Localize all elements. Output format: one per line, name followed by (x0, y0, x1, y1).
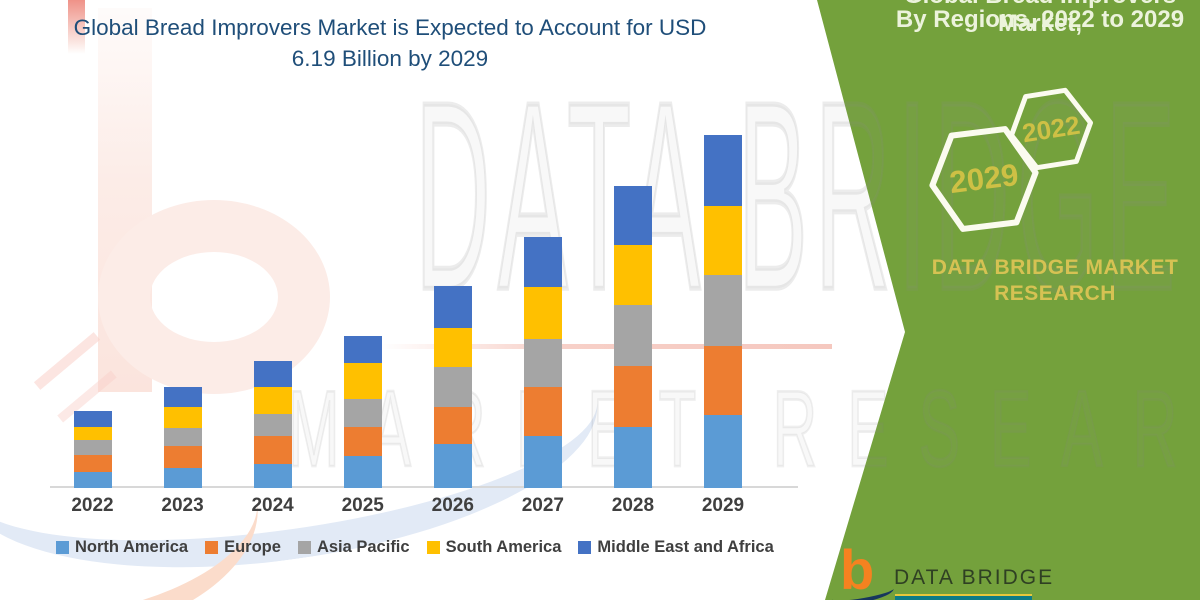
bar-2029 (703, 135, 742, 488)
bar-segment-europe (163, 445, 202, 469)
bar-segment-asia-pacific (73, 439, 112, 455)
bar-2027 (523, 237, 562, 488)
bar-segment-asia-pacific (253, 413, 292, 436)
bar-segment-south-america (433, 327, 472, 367)
chart-legend: North America Europe Asia Pacific South Ame… (56, 538, 796, 557)
green-side-panel (817, 0, 1200, 600)
legend-label: South America (445, 538, 562, 556)
bar-segment-south-america (163, 406, 202, 428)
bar-segment-south-america (253, 387, 292, 414)
bar-segment-europe (73, 454, 112, 472)
legend-label: Asia Pacific (316, 538, 410, 556)
bar-segment-south-america (703, 206, 742, 276)
bar-segment-north-america (703, 415, 742, 488)
legend-swatch (297, 541, 311, 554)
bar-segment-south-america (73, 426, 112, 440)
bar-segment-north-america (163, 468, 202, 488)
legend-swatch (56, 541, 69, 554)
chart-title: Global Bread Improvers Market is Expecte… (30, 12, 750, 74)
x-axis-label-2022: 2022 (71, 495, 114, 516)
bar-segment-middle-east-and-africa (343, 335, 382, 364)
bar-2022 (73, 410, 112, 488)
x-axis-label-2028: 2028 (611, 495, 655, 516)
legend-item-europe: Europe (205, 538, 281, 557)
watermark-salmon-line (380, 344, 832, 349)
bar-segment-north-america (433, 443, 472, 488)
bar-segment-asia-pacific (163, 427, 202, 446)
legend-item-south-america: South America (426, 538, 562, 557)
x-axis-label-2026: 2026 (431, 495, 474, 516)
bar-2025 (343, 335, 382, 488)
x-axis-label-2025: 2025 (341, 495, 384, 516)
bar-segment-north-america (523, 435, 562, 488)
legend-label: North America (75, 538, 189, 556)
x-axis-line (50, 486, 798, 488)
bar-segment-south-america (613, 245, 652, 306)
x-axis-label-2027: 2027 (521, 495, 564, 516)
chart-title-line1: Global Bread Improvers Market is Expecte… (73, 15, 707, 40)
x-axis-label-2024: 2024 (251, 495, 294, 516)
bar-segment-europe (613, 366, 652, 427)
legend-swatch (578, 541, 592, 554)
bar-segment-north-america (253, 463, 292, 488)
chart-title-line2: 6.19 Billion by 2029 (291, 46, 489, 71)
bar-segment-middle-east-and-africa (523, 237, 562, 288)
bar-segment-europe (433, 406, 472, 444)
bar-segment-south-america (523, 287, 562, 339)
x-axis-label-2029: 2029 (701, 495, 745, 516)
bar-segment-asia-pacific (343, 399, 382, 428)
bar-segment-europe (343, 427, 382, 457)
bar-2023 (163, 386, 202, 488)
legend-label: Europe (224, 538, 281, 556)
legend-swatch (205, 541, 219, 554)
bar-segment-asia-pacific (613, 305, 652, 367)
bar-2026 (433, 285, 472, 488)
bar-segment-middle-east-and-africa (163, 386, 202, 407)
bar-segment-middle-east-and-africa (433, 285, 472, 328)
bar-segment-middle-east-and-africa (73, 410, 112, 427)
legend-item-middle-east-and-africa: Middle East and Africa (578, 538, 774, 557)
bar-segment-middle-east-and-africa (253, 360, 292, 388)
bar-segment-europe (703, 346, 742, 416)
bar-segment-asia-pacific (703, 275, 742, 347)
bar-segment-europe (253, 435, 292, 464)
bar-segment-asia-pacific (523, 338, 562, 387)
bar-2028 (613, 185, 652, 488)
legend-label: Middle East and Africa (597, 538, 774, 556)
bar-2024 (253, 360, 292, 488)
bar-segment-europe (523, 386, 562, 436)
legend-item-asia-pacific: Asia Pacific (297, 538, 410, 557)
bar-segment-asia-pacific (433, 366, 472, 407)
bar-segment-north-america (613, 426, 652, 488)
x-axis-label-2023: 2023 (161, 495, 204, 516)
legend-item-north-america: North America (56, 538, 188, 557)
bar-segment-north-america (343, 456, 382, 488)
bar-segment-middle-east-and-africa (703, 135, 742, 207)
stacked-bar-chart: 2022 2023 2024 2025 2026 2027 2028 2029 (71, 135, 745, 516)
watermark-red-stripe (68, 0, 85, 54)
bar-segment-south-america (343, 363, 382, 400)
bar-segment-middle-east-and-africa (613, 185, 652, 246)
bar-segment-north-america (73, 471, 112, 488)
legend-swatch (426, 541, 440, 554)
